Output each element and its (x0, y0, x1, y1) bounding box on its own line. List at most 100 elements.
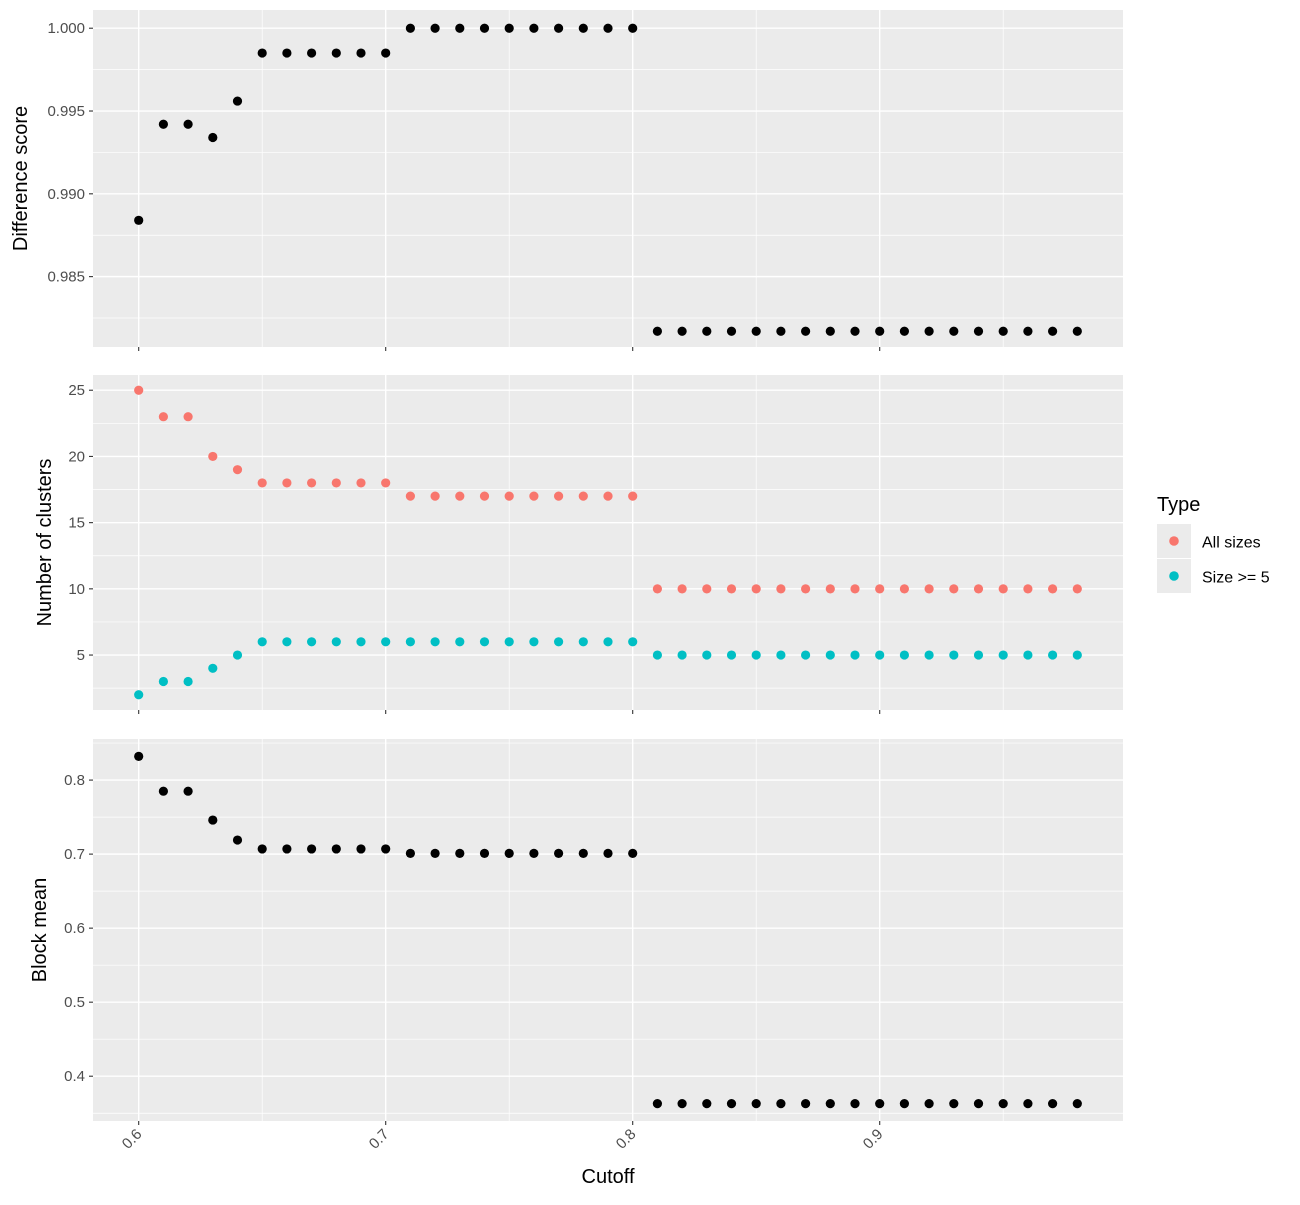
x-tick-label: 0.9 (860, 1126, 887, 1153)
data-point (949, 1099, 959, 1109)
data-point (603, 637, 613, 647)
data-point (801, 1099, 811, 1109)
data-point (875, 1099, 885, 1109)
panel-background (93, 375, 1123, 710)
data-point (1023, 1099, 1033, 1109)
data-point (455, 491, 465, 501)
data-point (998, 650, 1008, 660)
data-point (702, 1099, 712, 1109)
y-tick-label: 20 (68, 448, 85, 465)
data-point (257, 478, 267, 488)
x-axis-title: Cutoff (582, 1166, 635, 1188)
data-point (603, 23, 613, 33)
data-point (973, 1099, 984, 1109)
data-point (158, 786, 168, 796)
data-point (158, 119, 168, 129)
data-point (479, 23, 490, 33)
x-tick-label: 0.8 (613, 1126, 640, 1153)
data-point (381, 48, 391, 58)
data-point (801, 650, 811, 660)
data-point (578, 491, 588, 501)
data-point (776, 1099, 786, 1109)
data-point (677, 326, 687, 336)
data-point (776, 584, 786, 594)
data-point (652, 1099, 663, 1109)
panel-blockmean: 0.4 0.5 0.6 0.7 0.8 Block mean (29, 739, 1123, 1125)
data-point (529, 491, 539, 501)
data-point (134, 385, 144, 395)
data-point (430, 637, 440, 647)
data-point (899, 1099, 910, 1109)
y-tick-label: 0.985 (47, 269, 85, 286)
y-tick-label: 0.4 (64, 1068, 85, 1085)
data-point (1048, 650, 1058, 660)
data-point (751, 584, 761, 594)
data-point (801, 584, 811, 594)
data-point (850, 584, 860, 594)
data-point (603, 491, 613, 501)
data-point (825, 1099, 835, 1109)
data-point (825, 584, 835, 594)
data-point (455, 637, 465, 647)
data-point (232, 835, 243, 845)
data-point (949, 584, 959, 594)
data-point (232, 650, 243, 660)
y-tick-label: 0.5 (64, 994, 85, 1011)
data-point (628, 637, 638, 647)
y-axis-title: Difference score (10, 106, 32, 251)
data-point (257, 637, 267, 647)
data-point (875, 326, 885, 336)
y-tick-label: 1.000 (47, 20, 85, 37)
data-point (232, 465, 243, 475)
data-point (652, 584, 663, 594)
data-point (529, 637, 539, 647)
data-point (430, 23, 440, 33)
data-point (998, 326, 1008, 336)
legend-label-all-sizes: All sizes (1202, 535, 1261, 552)
panels-layer: 0.985 0.990 0.995 1.000 Difference score 5 10 1… (10, 10, 1123, 1153)
data-point (134, 751, 144, 761)
panel-difference: 0.985 0.990 0.995 1.000 Difference score (10, 10, 1123, 351)
data-point (726, 1099, 737, 1109)
data-point (924, 584, 934, 594)
data-point (331, 48, 341, 58)
data-point (356, 478, 366, 488)
data-point (183, 676, 193, 687)
data-point (208, 132, 218, 143)
y-tick-label: 0.6 (64, 920, 85, 937)
data-point (158, 676, 168, 687)
data-point (924, 1099, 934, 1109)
data-point (702, 326, 712, 336)
data-point (1072, 584, 1082, 594)
data-point (875, 650, 885, 660)
y-tick-label: 25 (68, 382, 85, 399)
data-point (924, 326, 934, 336)
data-point (726, 650, 737, 660)
data-point (899, 650, 910, 660)
data-point (504, 23, 514, 33)
data-point (553, 848, 564, 858)
data-point (973, 584, 984, 594)
data-point (702, 584, 712, 594)
y-axis-title: Block mean (29, 878, 51, 983)
data-point (183, 786, 193, 796)
data-point (405, 637, 415, 647)
data-point (776, 326, 786, 336)
data-point (356, 637, 366, 647)
y-tick-label: 0.8 (64, 772, 85, 789)
data-point (430, 848, 440, 858)
data-point (306, 844, 317, 854)
data-point (356, 48, 366, 58)
data-point (331, 637, 341, 647)
data-point (479, 637, 490, 647)
data-point (381, 637, 391, 647)
legend-label-size-5: Size >= 5 (1202, 570, 1270, 587)
data-point (998, 1099, 1008, 1109)
data-point (232, 96, 243, 106)
panel-clusters: 5 10 15 20 25 Number of clusters (34, 375, 1123, 714)
y-tick-label: 0.990 (47, 186, 85, 203)
data-point (628, 491, 638, 501)
data-point (850, 326, 860, 336)
legend-key-all-sizes (1169, 536, 1179, 546)
data-point (356, 844, 366, 854)
